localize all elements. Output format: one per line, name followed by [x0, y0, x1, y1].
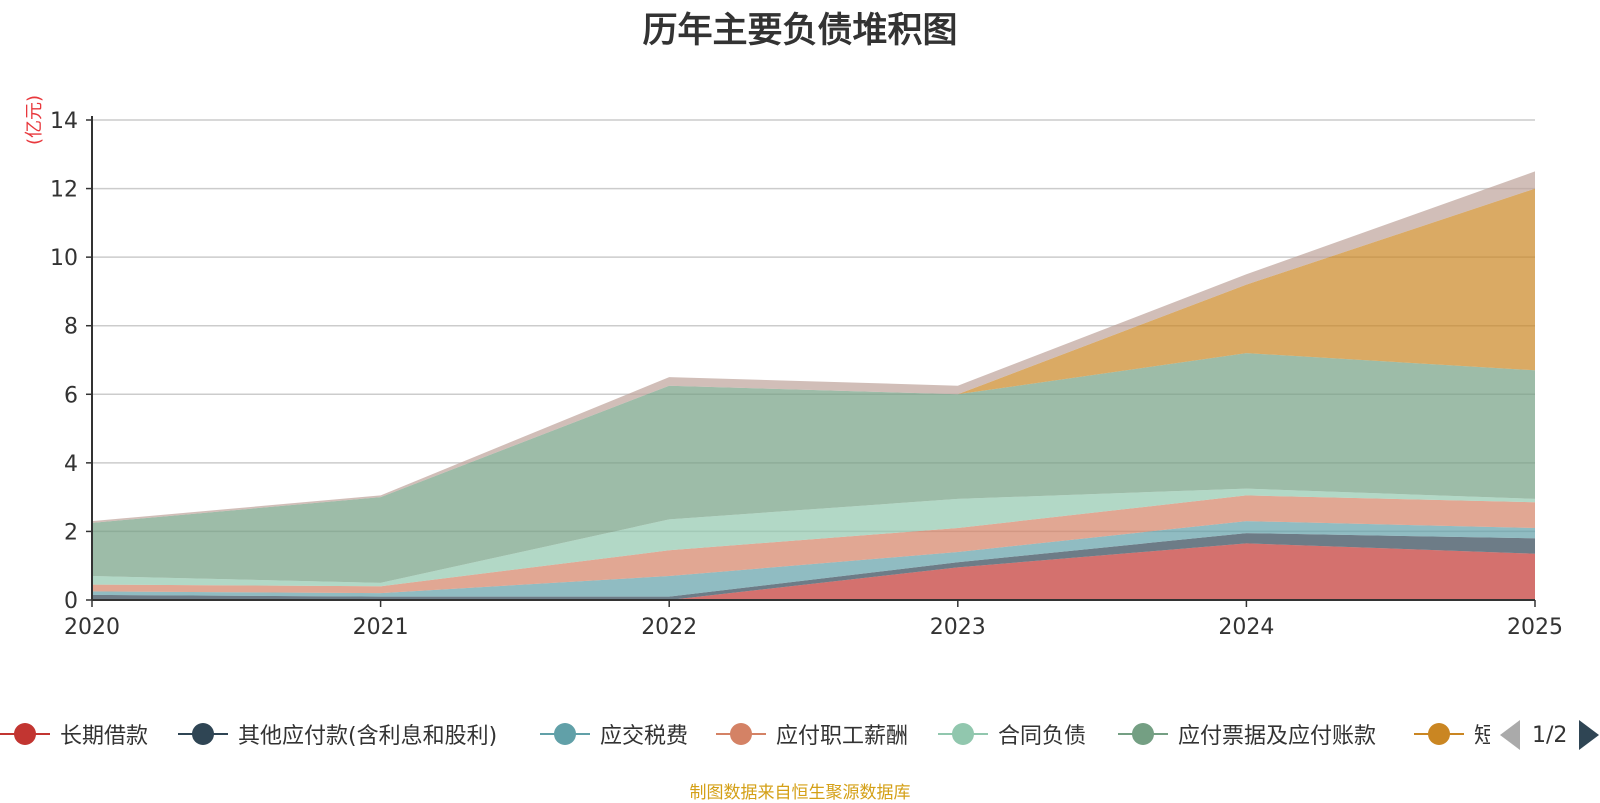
- x-tick-label: 2025: [1507, 615, 1563, 640]
- legend-prev-arrow-icon[interactable]: [1500, 720, 1520, 750]
- area-series-4: [92, 488, 1535, 587]
- legend-marker-icon: [938, 722, 988, 746]
- legend-marker-icon: [1118, 722, 1168, 746]
- legend-item[interactable]: 其他应付款(含利息和股利): [178, 712, 497, 756]
- legend-label: 应付职工薪酬: [776, 724, 909, 749]
- y-tick-label: 4: [64, 452, 78, 477]
- x-tick-label: 2022: [641, 615, 697, 640]
- legend-marker-icon: [716, 722, 766, 746]
- x-tick-label: 2024: [1218, 615, 1274, 640]
- legend-marker-icon: [540, 722, 590, 746]
- legend-marker-icon: [0, 722, 50, 746]
- y-tick-label: 0: [64, 589, 78, 614]
- y-tick-label: 12: [50, 178, 78, 203]
- y-tick-label: 6: [64, 383, 78, 408]
- legend-label: 应付票据及应付账款: [1178, 724, 1377, 749]
- x-tick-label: 2021: [353, 615, 409, 640]
- data-source-note: 制图数据来自恒生聚源数据库: [689, 783, 911, 803]
- legend-item[interactable]: 合同负债: [938, 712, 1086, 756]
- x-tick-label: 2020: [64, 615, 120, 640]
- legend-item[interactable]: 应付票据及应付账款: [1118, 712, 1376, 756]
- legend-page-indicator: 1/2: [1532, 722, 1568, 748]
- y-tick-label: 14: [50, 109, 78, 134]
- chart-title: 历年主要负债堆积图: [642, 11, 958, 51]
- legend-marker-icon: [1414, 722, 1464, 746]
- area-series-layer: [92, 171, 1535, 600]
- legend-item[interactable]: 短: [1414, 712, 1490, 756]
- y-tick-label: 2: [64, 520, 78, 545]
- legend-label: 应交税费: [600, 724, 689, 749]
- legend-next-arrow-icon[interactable]: [1579, 720, 1600, 750]
- x-tick-label: 2023: [930, 615, 986, 640]
- area-series-5: [92, 353, 1535, 583]
- legend-item[interactable]: 应交税费: [540, 712, 688, 756]
- area-series-1: [92, 533, 1535, 600]
- area-series-3: [92, 495, 1535, 594]
- area-series-2: [92, 521, 1535, 597]
- legend-label: 合同负债: [998, 724, 1087, 749]
- legend-label: 短: [1474, 724, 1490, 749]
- y-tick-label: 10: [50, 246, 78, 271]
- legend: 长期借款 其他应付款(含利息和股利) 应交税费 应付职工薪酬 合同负债 应付票据及应付账款…: [0, 712, 1490, 756]
- legend-item[interactable]: 长期借款: [0, 712, 148, 756]
- legend-label: 长期借款: [60, 724, 149, 749]
- y-tick-label: 8: [64, 315, 78, 340]
- axes: 0 2 4 6 8 10 12 14 2020 2021 2022 2023 2024 2025: [50, 109, 1563, 640]
- legend-marker-icon: [178, 722, 228, 746]
- legend-item[interactable]: 应付职工薪酬: [716, 712, 908, 756]
- legend-label: 其他应付款(含利息和股利): [238, 724, 498, 749]
- legend-pager: 1/2: [1500, 718, 1600, 752]
- area-series-0: [92, 543, 1535, 600]
